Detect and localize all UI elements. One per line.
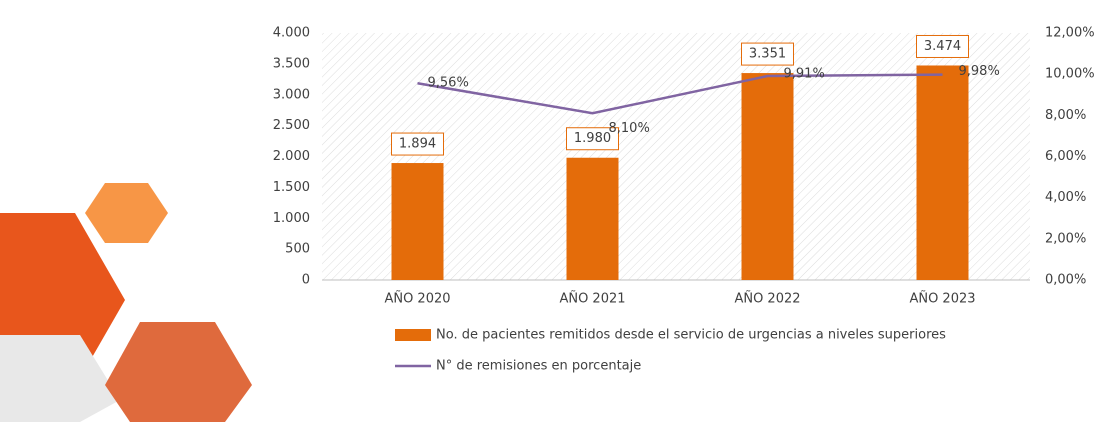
legend-swatch <box>395 329 431 341</box>
bar <box>392 163 444 280</box>
y-tick-label: 2.500 <box>273 118 310 133</box>
y2-tick-label: 6,00% <box>1045 149 1086 164</box>
data-label: 1.980 <box>574 131 611 146</box>
y-tick-label: 0 <box>302 273 310 288</box>
x-tick-label: AÑO 2020 <box>384 291 450 307</box>
y-tick-label: 4.000 <box>273 26 310 41</box>
bar <box>917 65 969 280</box>
y-tick-label: 1.500 <box>273 180 310 195</box>
chart: 0 500 1.000 1.500 2.000 2.500 3.000 3.500 4.000 0… <box>0 0 1102 422</box>
y-tick-label: 2.000 <box>273 149 310 164</box>
legend-label: N° de remisiones en porcentaje <box>436 359 641 374</box>
data-label: 9,91% <box>784 67 825 82</box>
y-tick-label: 1.000 <box>273 211 310 226</box>
bar <box>567 158 619 280</box>
data-label: 9,98% <box>959 64 1000 79</box>
data-label: 3.474 <box>924 39 961 54</box>
legend-label: No. de pacientes remitidos desde el serv… <box>436 328 946 343</box>
y2-tick-label: 12,00% <box>1045 26 1095 41</box>
y2-tick-label: 4,00% <box>1045 190 1086 205</box>
y-tick-label: 500 <box>285 242 310 257</box>
y-tick-label: 3.500 <box>273 56 310 71</box>
data-label: 9,56% <box>428 76 469 91</box>
decoration <box>0 183 252 422</box>
y2-tick-label: 0,00% <box>1045 273 1086 288</box>
data-label: 3.351 <box>749 47 786 62</box>
data-label: 8,10% <box>609 121 650 136</box>
y-tick-label: 3.000 <box>273 87 310 102</box>
data-label: 1.894 <box>399 137 436 152</box>
x-tick-label: AÑO 2021 <box>559 291 625 307</box>
x-tick-label: AÑO 2023 <box>909 291 975 307</box>
y2-tick-label: 8,00% <box>1045 108 1086 123</box>
y2-tick-label: 10,00% <box>1045 67 1095 82</box>
y2-tick-label: 2,00% <box>1045 231 1086 246</box>
x-tick-label: AÑO 2022 <box>734 291 800 307</box>
bar <box>742 73 794 280</box>
